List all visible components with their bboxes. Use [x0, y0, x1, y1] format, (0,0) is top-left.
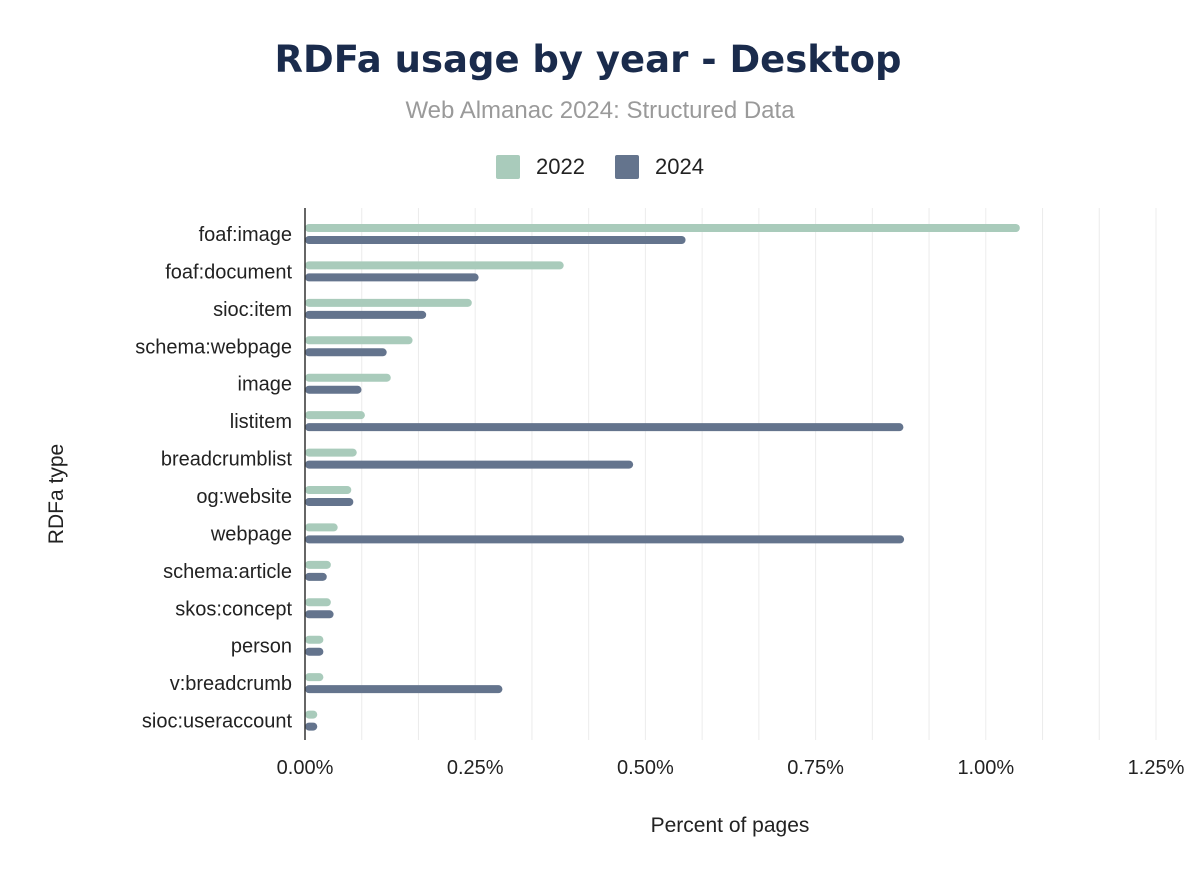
bar-2024[interactable]: [305, 385, 362, 394]
category-label: schema:article: [163, 561, 292, 583]
x-tick-label: 0.75%: [787, 757, 844, 779]
bar-2024[interactable]: [305, 722, 318, 731]
chart-subtitle: Web Almanac 2024: Structured Data: [405, 97, 795, 124]
category-label: sioc:item: [213, 299, 292, 321]
bar-2022[interactable]: [305, 411, 365, 420]
bar-2024[interactable]: [305, 572, 327, 581]
bar-2022[interactable]: [305, 224, 1020, 232]
x-tick-label: 0.25%: [447, 757, 504, 779]
bar-2022[interactable]: [305, 560, 331, 569]
category-label: foaf:image: [199, 224, 292, 246]
x-axis-title: Percent of pages: [651, 814, 810, 837]
bar-2022[interactable]: [305, 598, 331, 607]
category-label: skos:concept: [175, 598, 292, 620]
legend-item-2024[interactable]: 2024: [615, 154, 704, 180]
category-label: foaf:document: [165, 261, 292, 283]
bars: [305, 224, 1020, 731]
legend-label-2024: 2024: [655, 154, 704, 179]
y-axis-title: RDFa type: [45, 444, 68, 544]
bar-2024[interactable]: [305, 535, 905, 544]
category-label: webpage: [210, 523, 292, 545]
legend: 2022 2024: [0, 154, 1200, 180]
bar-2024[interactable]: [305, 423, 904, 432]
bar-2024[interactable]: [305, 685, 503, 694]
x-tick-label: 1.00%: [957, 757, 1014, 779]
bar-2022[interactable]: [305, 635, 324, 644]
bar-2022[interactable]: [305, 486, 352, 494]
legend-item-2022[interactable]: 2022: [496, 154, 585, 180]
bar-2022[interactable]: [305, 710, 318, 719]
gridlines: [361, 208, 1157, 740]
x-tick-label: 0.50%: [617, 757, 674, 779]
bar-2022[interactable]: [305, 373, 391, 382]
legend-label-2022: 2022: [536, 154, 585, 179]
category-label: breadcrumblist: [161, 449, 293, 471]
category-label: person: [231, 636, 292, 658]
bar-2022[interactable]: [305, 298, 472, 307]
bar-2022[interactable]: [305, 261, 564, 270]
bar-2024[interactable]: [305, 647, 324, 656]
bar-2024[interactable]: [305, 348, 387, 357]
category-label: schema:webpage: [135, 336, 292, 358]
bar-2022[interactable]: [305, 448, 357, 457]
legend-swatch-2024: [615, 155, 639, 179]
bar-2024[interactable]: [305, 498, 354, 506]
bar-2024[interactable]: [305, 610, 334, 619]
category-label: og:website: [196, 486, 292, 508]
x-tick-label: 0.00%: [277, 757, 334, 779]
bar-2024[interactable]: [305, 310, 427, 319]
x-tick-label: 1.25%: [1128, 757, 1185, 779]
category-label: image: [238, 374, 292, 396]
category-label: listitem: [230, 411, 292, 433]
category-label: v:breadcrumb: [170, 673, 292, 695]
bar-2024[interactable]: [305, 236, 686, 244]
bar-2024[interactable]: [305, 273, 479, 282]
bar-2022[interactable]: [305, 336, 413, 345]
category-label: sioc:useraccount: [142, 711, 293, 733]
bar-2022[interactable]: [305, 673, 324, 682]
bar-2022[interactable]: [305, 523, 338, 532]
bar-2024[interactable]: [305, 460, 634, 469]
legend-swatch-2022: [496, 155, 521, 179]
category-labels: foaf:image foaf:document sioc:item schema:w…: [135, 224, 292, 733]
chart-title: RDFa usage by year - Desktop: [274, 38, 902, 81]
x-tick-labels: 0.00% 0.25% 0.50% 0.75% 1.00% 1.25%: [277, 757, 1185, 779]
